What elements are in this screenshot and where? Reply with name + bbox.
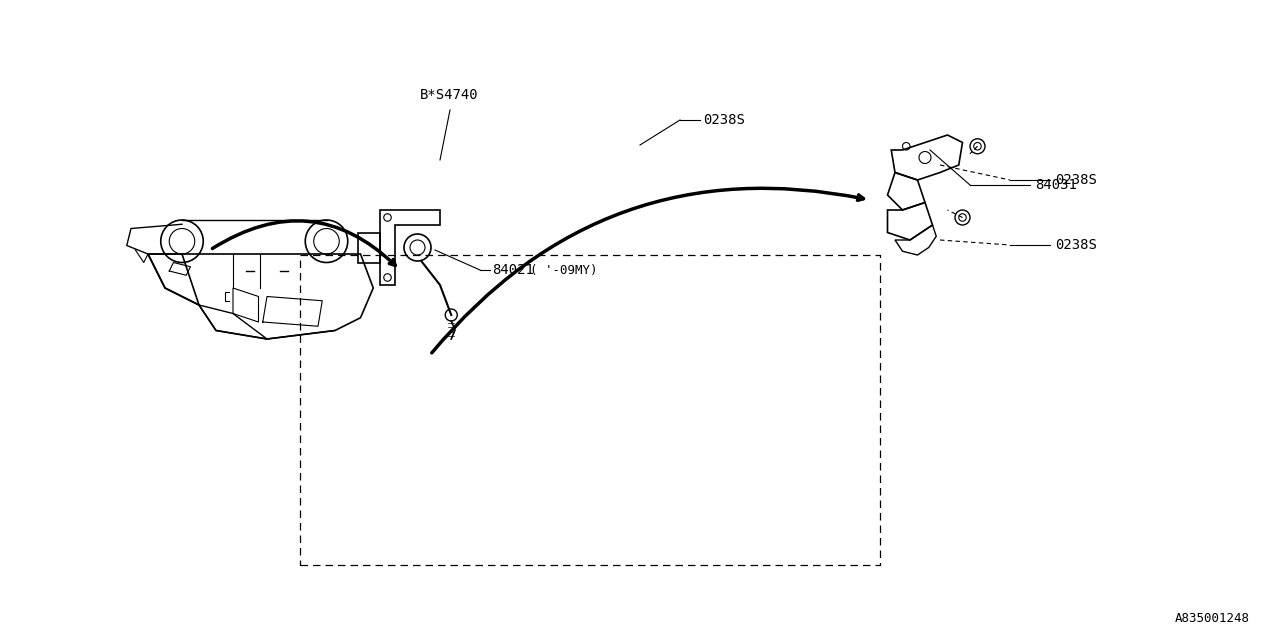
Text: ( '-09MY): ( '-09MY) bbox=[530, 264, 598, 276]
Text: B*S4740: B*S4740 bbox=[420, 88, 479, 102]
Text: 0238S: 0238S bbox=[703, 113, 745, 127]
Text: A835001248: A835001248 bbox=[1175, 612, 1251, 625]
Text: 84031: 84031 bbox=[1036, 178, 1076, 192]
Text: 84021: 84021 bbox=[492, 263, 534, 277]
Text: 0238S: 0238S bbox=[1055, 173, 1097, 187]
Text: 0238S: 0238S bbox=[1055, 238, 1097, 252]
